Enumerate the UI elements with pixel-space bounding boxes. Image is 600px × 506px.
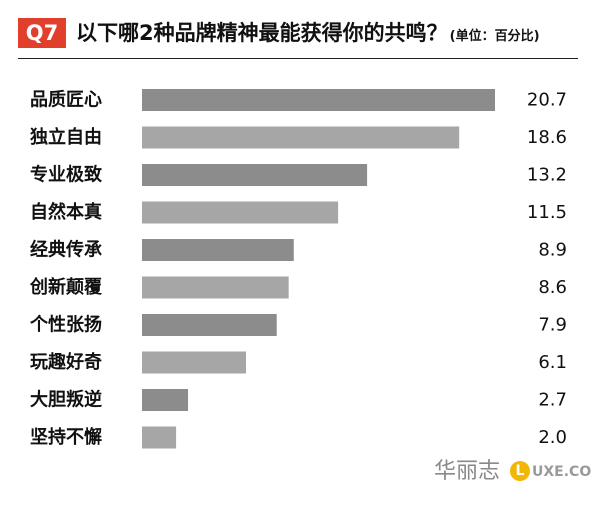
- category-label: 个性张扬: [29, 314, 102, 336]
- value-label: 8.9: [538, 240, 567, 261]
- value-label: 8.6: [538, 277, 567, 298]
- value-label: 6.1: [538, 352, 567, 373]
- category-label: 独立自由: [30, 126, 102, 148]
- value-label: 13.2: [527, 165, 567, 186]
- value-label: 20.7: [527, 90, 567, 111]
- chart-title: 以下哪2种品牌精神最能获得你的共鸣？ (单位：百分比): [76, 18, 540, 48]
- value-label: 7.9: [538, 315, 567, 336]
- bar: [142, 126, 460, 149]
- bar: [142, 351, 247, 374]
- category-label: 玩趣好奇: [30, 351, 102, 373]
- category-label: 经典传承: [30, 239, 103, 261]
- value-label: 18.6: [527, 127, 567, 148]
- category-label: 品质匠心: [30, 90, 102, 111]
- luxe-logo-text: UXE.CO: [532, 464, 592, 480]
- bar: [142, 201, 339, 224]
- chart-title-text: 以下哪2种品牌精神最能获得你的共鸣？: [76, 21, 448, 45]
- category-label: 创新颠覆: [29, 276, 103, 298]
- bar: [142, 239, 294, 261]
- luxe-logo-icon: L: [510, 461, 530, 481]
- bar: [142, 276, 289, 299]
- question-badge: Q7: [18, 18, 66, 48]
- category-label: 坚持不懈: [30, 426, 102, 448]
- bar: [142, 164, 368, 186]
- value-label: 2.0: [538, 427, 567, 448]
- bar: [142, 426, 177, 449]
- header-divider: [18, 58, 578, 59]
- bar: [142, 89, 495, 111]
- category-label: 自然本真: [30, 201, 102, 223]
- category-label: 大胆叛逆: [30, 389, 102, 411]
- bar: [142, 314, 277, 336]
- value-label: 2.7: [538, 390, 567, 411]
- brand-logo-text: 华丽志: [434, 459, 501, 484]
- bar: [142, 389, 189, 411]
- unit-label: (单位：百分比): [449, 29, 540, 44]
- category-label: 专业极致: [30, 164, 103, 186]
- chart-header: Q7 以下哪2种品牌精神最能获得你的共鸣？ (单位：百分比): [18, 14, 584, 50]
- value-label: 11.5: [527, 202, 567, 223]
